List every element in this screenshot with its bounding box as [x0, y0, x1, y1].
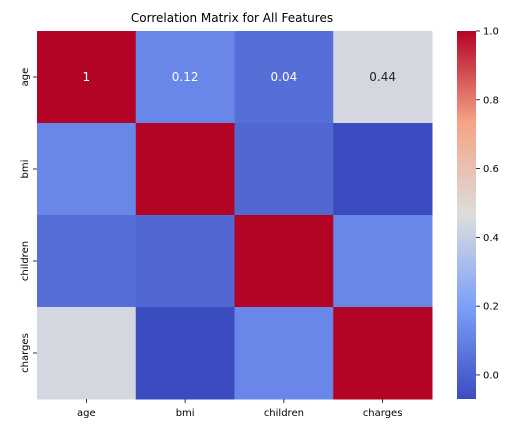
colorbar-tick-label: 0.4: [483, 233, 499, 244]
y-tick-label: bmi: [20, 160, 31, 179]
heatmap-cell-age-charges: [333, 31, 433, 124]
y-tick-label: charges: [20, 333, 31, 373]
colorbar-tick-label: 0.2: [483, 302, 499, 313]
x-tick-label: bmi: [176, 408, 195, 419]
heatmap-cell-age-bmi: [135, 31, 235, 124]
heatmap-cell-children-age: [37, 215, 137, 308]
cell-label: 0.12: [172, 70, 199, 84]
y-axis-ticks: age bmi children charges: [20, 68, 37, 373]
heatmap-cell-charges-bmi: [135, 307, 235, 400]
y-tick-label: age: [20, 68, 31, 87]
colorbar: 0.0 0.2 0.4 0.6 0.8 1.0: [457, 27, 499, 399]
heatmap-cell-bmi-bmi: [135, 123, 235, 216]
chart-title: Correlation Matrix for All Features: [131, 11, 333, 25]
heatmap-cell-age-children: [234, 31, 334, 124]
colorbar-gradient: [457, 31, 476, 399]
colorbar-tick-label: 0.6: [483, 164, 499, 175]
colorbar-tick-label: 0.8: [483, 95, 499, 106]
heatmap-cell-age-age: [37, 31, 137, 124]
heatmap-cell-charges-children: [234, 307, 334, 400]
y-tick-label: children: [20, 241, 31, 281]
heatmap-cell-bmi-age: [37, 123, 137, 216]
heatmap-cell-children-bmi: [135, 215, 235, 308]
heatmap-cell-charges-charges: [333, 307, 433, 400]
cell-label: 0.44: [369, 70, 396, 84]
cell-label: 0.04: [271, 70, 298, 84]
colorbar-tick-label: 1.0: [483, 27, 499, 38]
heatmap-cell-children-charges: [333, 215, 433, 308]
colorbar-tick-label: 0.0: [483, 370, 499, 381]
x-tick-label: charges: [363, 408, 403, 419]
x-tick-label: age: [77, 408, 96, 419]
cell-label: 1: [83, 70, 91, 84]
heatmap-cells: 1 0.12 0.04 0.44: [37, 31, 433, 400]
heatmap-cell-charges-age: [37, 307, 137, 400]
heatmap-cell-bmi-children: [234, 123, 334, 216]
x-tick-label: children: [264, 408, 304, 419]
x-axis-ticks: age bmi children charges: [77, 399, 402, 419]
heatmap-cell-children-children: [234, 215, 334, 308]
heatmap-cell-bmi-charges: [333, 123, 433, 216]
